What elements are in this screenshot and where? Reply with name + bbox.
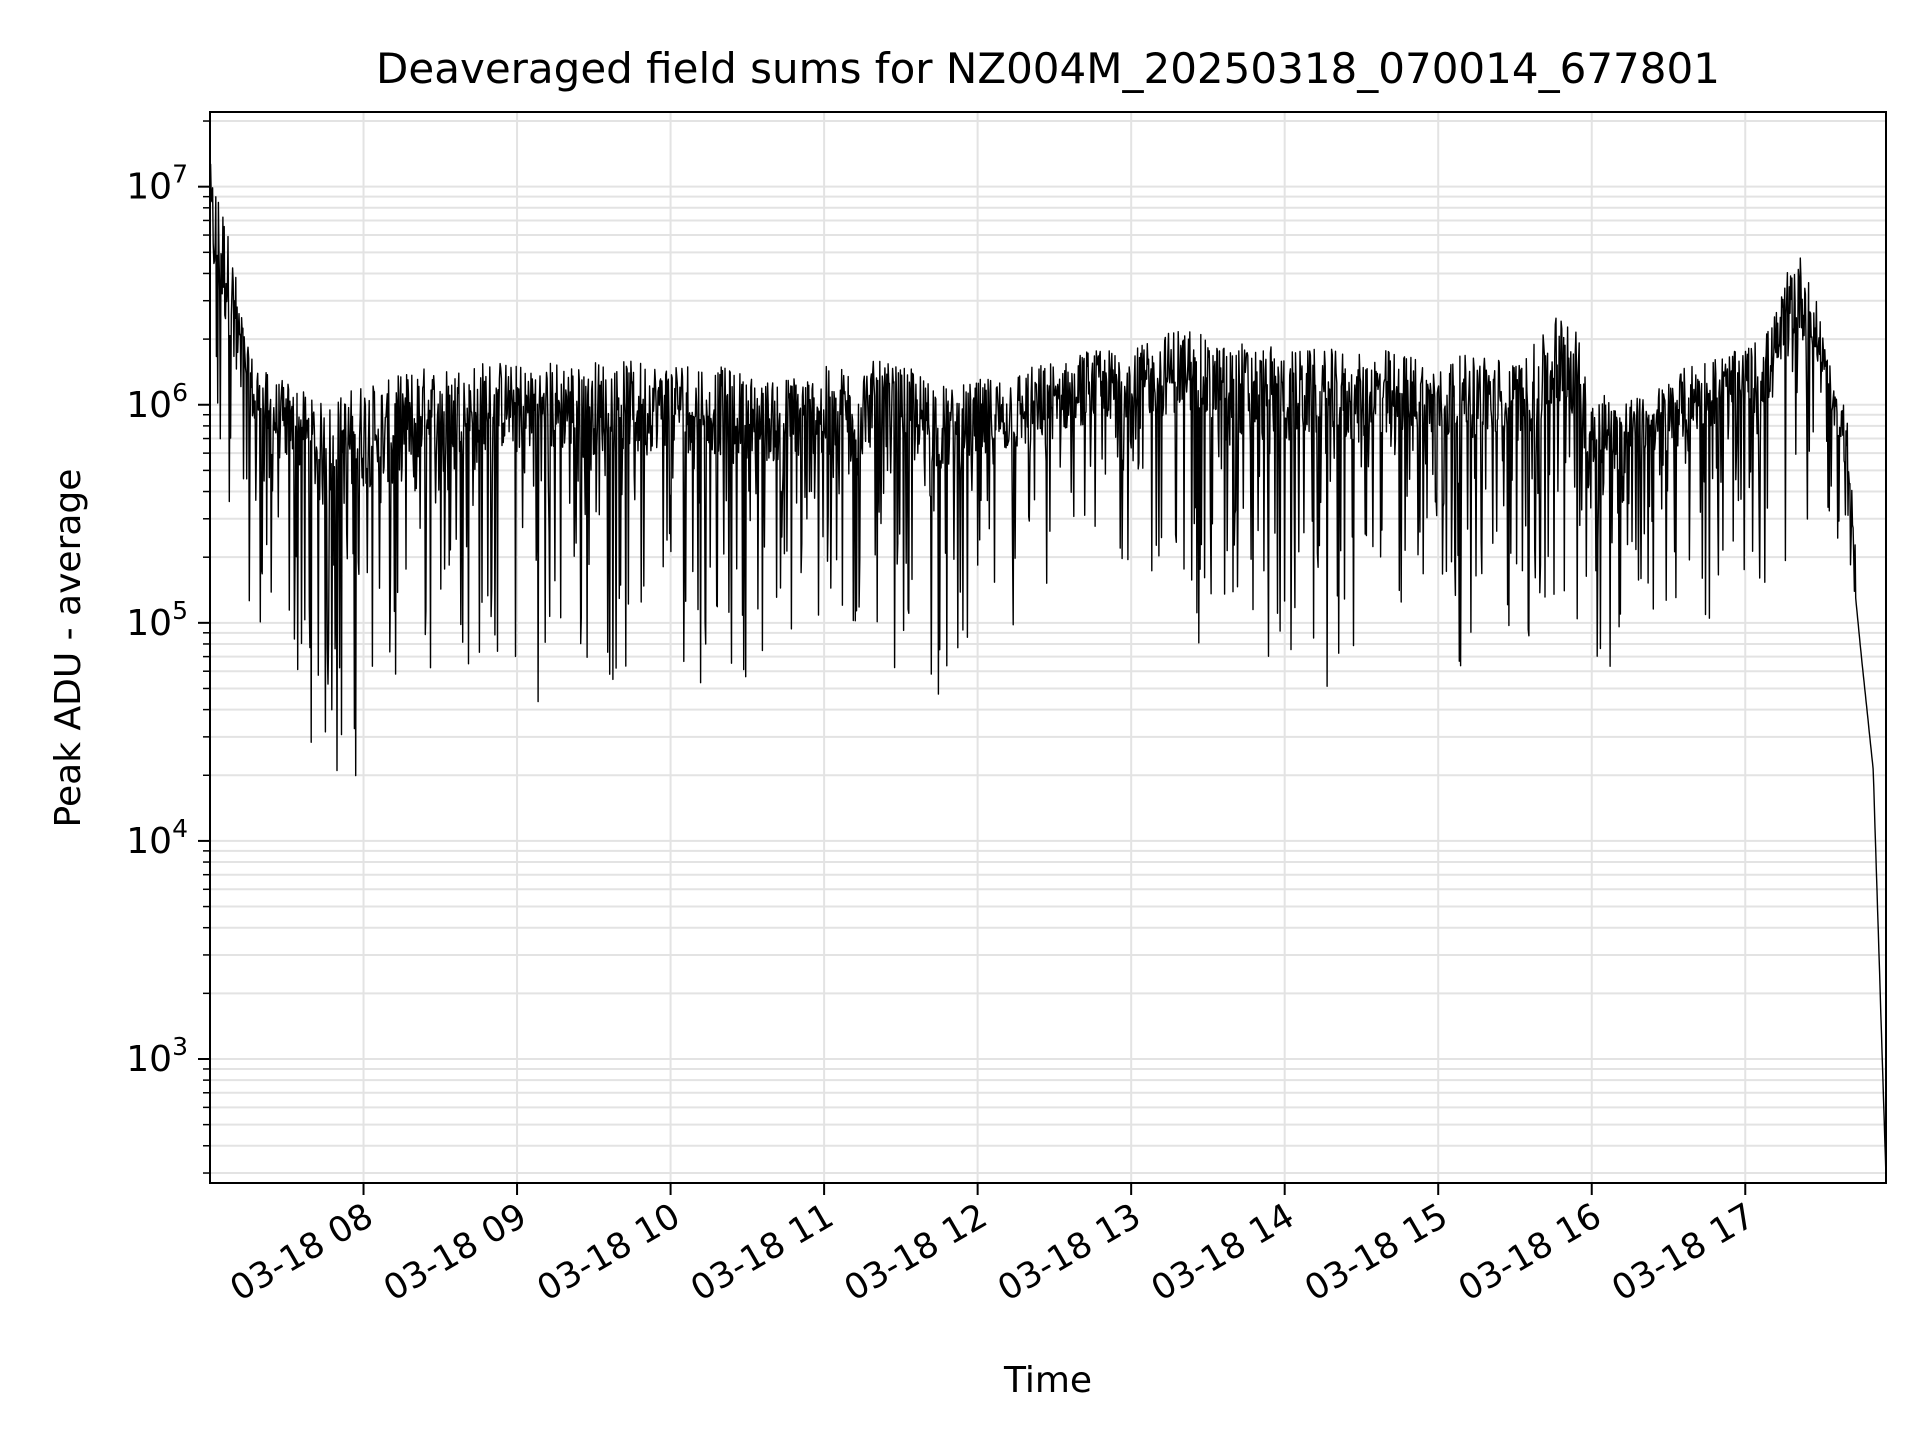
y-tick-label: 105 bbox=[126, 596, 188, 644]
grid bbox=[210, 112, 1886, 1183]
y-tick-label: 103 bbox=[126, 1032, 188, 1080]
y-axis-ticks: 103 104 105 106 107 bbox=[126, 120, 210, 1174]
y-tick-label: 106 bbox=[126, 378, 188, 426]
data-series-line bbox=[209, 163, 1887, 1179]
y-tick-label: 107 bbox=[126, 160, 188, 208]
x-axis-label: Time bbox=[1003, 1360, 1092, 1401]
y-axis-label: Peak ADU - average bbox=[48, 469, 89, 828]
chart-title: Deaveraged field sums for NZ004M_2025031… bbox=[376, 44, 1720, 93]
y-tick-label: 104 bbox=[126, 814, 188, 862]
plot-area-frame bbox=[209, 111, 1887, 1184]
